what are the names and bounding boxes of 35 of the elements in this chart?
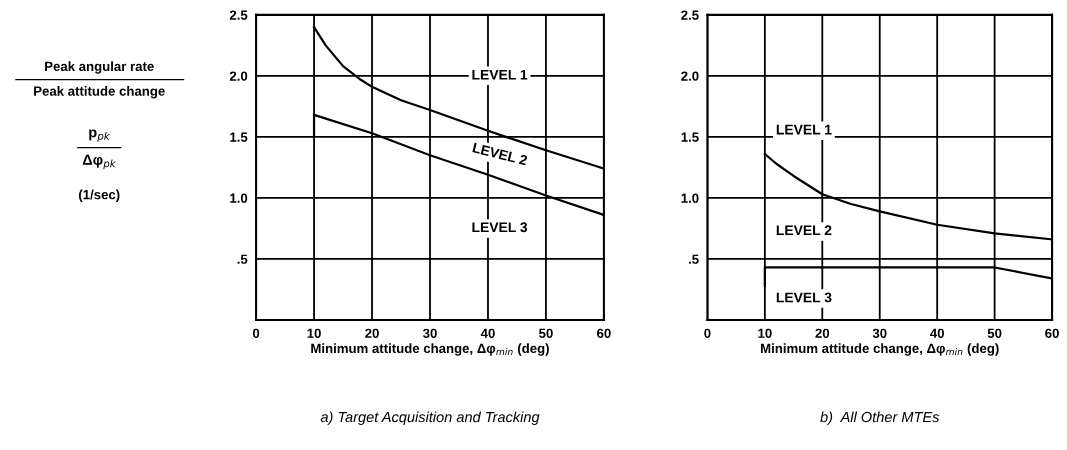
x-tick-label: 0 <box>252 328 260 338</box>
y-tick-label: 1.5 <box>230 132 248 142</box>
annotation: LEVEL 3 <box>472 222 528 233</box>
x-axis-title: Minimum attitude change, Δφ$_{min}$ (deg) <box>311 343 549 356</box>
y-tick-label: 1.0 <box>681 193 699 203</box>
y-tick-label: 2.0 <box>229 71 248 81</box>
x-tick-label: 20 <box>815 328 830 338</box>
y-tick-label: 1.5 <box>681 132 699 142</box>
text: a) Target Acquisition and Tracking <box>320 411 540 426</box>
annotation: LEVEL 1 <box>472 69 528 80</box>
y-tick-label: .5 <box>688 254 699 264</box>
y-tick-label: .5 <box>237 254 248 264</box>
text: b) All Other MTEs <box>820 411 940 426</box>
x-tick-label: 60 <box>1045 328 1059 338</box>
y-tick-label: 2.0 <box>681 71 699 81</box>
x-tick-label: 60 <box>597 328 611 338</box>
x-tick-label: 0 <box>704 328 711 338</box>
y-tick-label: 1.0 <box>230 193 248 203</box>
x-axis-title: Minimum attitude change, Δφ$_{min}$ (deg) <box>761 343 999 356</box>
annotation: LEVEL 1 <box>776 124 832 135</box>
y-tick-label: 2.5 <box>681 10 699 20</box>
x-tick-label: 40 <box>930 328 944 338</box>
x-tick-label: 10 <box>758 328 772 338</box>
x-tick-label: 10 <box>307 328 321 338</box>
text: Peak angular rate Peak attitude change p$_{pk}$ Δφ$_{pk}$ (1/sec) <box>34 61 165 202</box>
annotation: LEVEL 3 <box>776 292 832 303</box>
y-tick-label: 2.5 <box>229 10 248 20</box>
x-tick-label: 20 <box>365 328 379 338</box>
x-tick-label: 50 <box>539 328 553 338</box>
x-tick-label: 30 <box>422 328 437 338</box>
annotation: LEVEL 2 <box>472 142 528 166</box>
x-tick-label: 50 <box>987 328 1002 338</box>
x-tick-label: 30 <box>872 328 887 338</box>
x-tick-label: 40 <box>480 328 495 338</box>
annotation: LEVEL 2 <box>776 225 832 236</box>
